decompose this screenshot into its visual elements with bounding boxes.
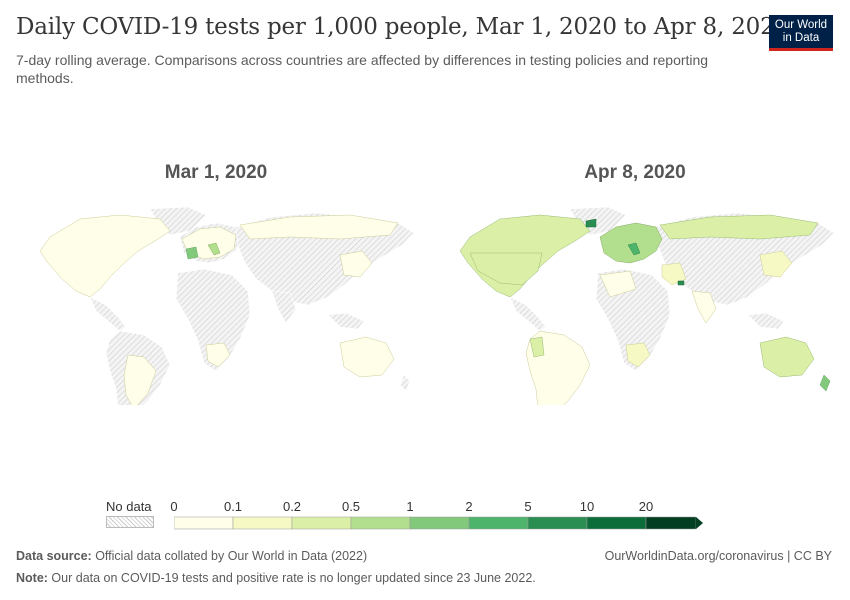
legend-tick-label: 10: [579, 499, 595, 514]
region-east-asia[interactable]: [759, 250, 793, 278]
legend-bin-2[interactable]: [291, 516, 352, 530]
region-russia[interactable]: [239, 214, 399, 240]
footer-source-text: Official data collated by Our World in D…: [91, 549, 368, 563]
legend-bin-4[interactable]: [409, 516, 470, 530]
legend-color-scale: [174, 516, 703, 530]
legend-bin-0[interactable]: [174, 516, 234, 530]
footer-note: Note: Our data on COVID-19 tests and pos…: [16, 571, 536, 585]
region-south-africa[interactable]: [625, 342, 651, 368]
region-india[interactable]: [691, 290, 717, 324]
region-north-america[interactable]: [39, 214, 171, 298]
region-uae[interactable]: [677, 280, 685, 286]
legend-bin-8[interactable]: [645, 516, 697, 530]
legend-tick-label: 20: [638, 499, 654, 514]
region-italy[interactable]: [207, 242, 221, 256]
owid-logo[interactable]: Our World in Data: [769, 15, 833, 51]
legend-no-data-label: No data: [106, 499, 152, 514]
footer-source: Data source: Official data collated by O…: [16, 549, 367, 563]
logo-line-1: Our World: [774, 18, 828, 31]
region-new-zealand[interactable]: [819, 374, 831, 392]
legend-tick-label: 0: [170, 499, 178, 514]
legend-bin-3[interactable]: [350, 516, 411, 530]
footer-source-label: Data source:: [16, 549, 92, 563]
chart-title: Daily COVID-19 tests per 1,000 people, M…: [16, 14, 789, 40]
footer-note-label: Note:: [16, 571, 48, 585]
region-australia[interactable]: [759, 336, 815, 378]
region-australia[interactable]: [339, 336, 395, 378]
legend-bin-6[interactable]: [527, 516, 588, 530]
legend-tick-label: 0.5: [341, 499, 361, 514]
footer-note-text: Our data on COVID-19 tests and positive …: [47, 571, 536, 585]
legend-tick-label: 0.1: [223, 499, 243, 514]
region-peru[interactable]: [529, 336, 545, 358]
footer-url[interactable]: OurWorldinData.org/coronavirus | CC BY: [604, 549, 832, 563]
legend-bin-7[interactable]: [586, 516, 647, 530]
logo-line-2: in Data: [782, 31, 820, 44]
region-east-asia[interactable]: [339, 250, 373, 278]
region-usa[interactable]: [469, 252, 543, 286]
region-africa-south[interactable]: [205, 342, 231, 368]
region-europe[interactable]: [599, 222, 663, 264]
region-france[interactable]: [185, 246, 199, 260]
legend-tick-label: 5: [524, 499, 532, 514]
legend-no-data-swatch[interactable]: [106, 516, 154, 528]
legend-tick-label: 0.2: [282, 499, 302, 514]
map-left-date: Mar 1, 2020: [164, 162, 268, 183]
world-map-apr-8: [459, 206, 835, 405]
legend-tick-label: 2: [465, 499, 473, 514]
legend-bin-5[interactable]: [468, 516, 529, 530]
region-south-america[interactable]: [123, 354, 157, 405]
chart-subtitle: 7-day rolling average. Comparisons acros…: [16, 52, 709, 86]
region-iceland[interactable]: [585, 218, 597, 228]
region-italy[interactable]: [627, 242, 641, 256]
region-russia[interactable]: [659, 214, 819, 240]
legend-arrow: [696, 517, 703, 529]
legend-tick-label: 1: [406, 499, 414, 514]
map-right-date: Apr 8, 2020: [584, 162, 686, 183]
world-map-mar-1: [39, 206, 415, 405]
region-africa-north[interactable]: [599, 270, 637, 298]
legend-bin-1[interactable]: [232, 516, 293, 530]
